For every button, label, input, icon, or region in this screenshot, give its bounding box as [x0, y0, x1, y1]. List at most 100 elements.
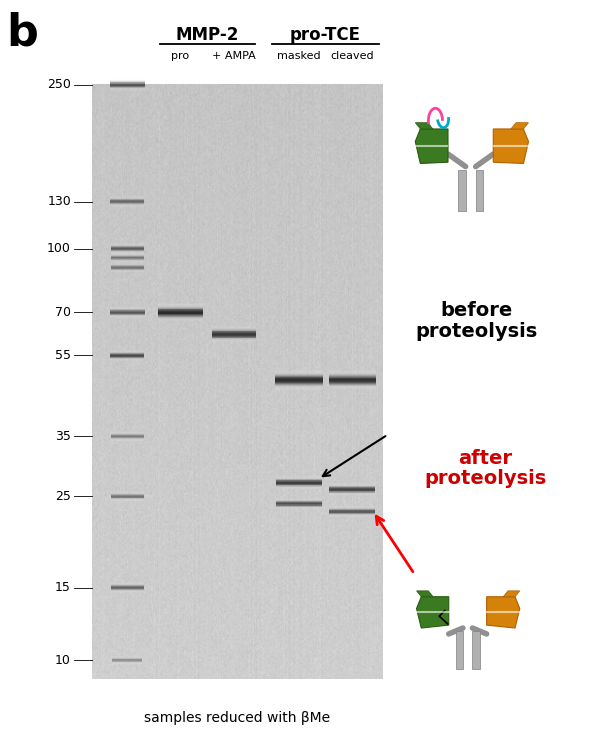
Text: + AMPA: + AMPA [212, 51, 256, 61]
Bar [111, 494, 144, 496]
Bar [329, 506, 375, 508]
Text: 100: 100 [47, 242, 71, 255]
Bar [159, 314, 202, 315]
Bar [111, 434, 144, 435]
Bar [329, 483, 375, 484]
Bar [111, 435, 144, 436]
Bar [111, 585, 144, 587]
Text: 25: 25 [55, 490, 71, 503]
Bar [159, 319, 202, 320]
Bar [110, 315, 145, 316]
Bar [111, 436, 144, 437]
Bar [110, 83, 145, 85]
Bar [110, 82, 145, 83]
Bar [111, 244, 144, 245]
Bar [276, 500, 322, 502]
Bar [111, 496, 144, 497]
Bar [112, 658, 142, 660]
Text: 250: 250 [47, 78, 71, 92]
Bar [111, 253, 144, 254]
Bar [212, 335, 256, 337]
Polygon shape [476, 170, 483, 210]
Bar [329, 387, 376, 388]
Bar [329, 506, 375, 507]
Bar [329, 515, 375, 516]
Polygon shape [416, 123, 433, 129]
Bar [329, 488, 375, 489]
Bar [111, 269, 144, 270]
Bar [112, 660, 142, 661]
Bar [111, 494, 144, 495]
Bar [111, 433, 144, 434]
Bar [159, 311, 202, 313]
Bar [110, 87, 145, 88]
Bar [110, 351, 144, 352]
Bar [159, 318, 202, 320]
Bar [111, 263, 144, 264]
Bar [110, 317, 145, 318]
Bar [111, 249, 144, 250]
Bar [110, 202, 144, 203]
Bar [159, 308, 202, 310]
Bar [110, 307, 145, 308]
Bar [329, 379, 376, 381]
Bar [329, 384, 376, 387]
Bar [110, 355, 144, 356]
Bar [275, 373, 323, 375]
Bar [110, 206, 144, 207]
Bar [159, 307, 202, 308]
Bar [110, 201, 144, 202]
Bar [110, 315, 145, 317]
Bar [110, 86, 145, 87]
Bar [329, 509, 375, 510]
Bar [110, 360, 144, 361]
Text: masked: masked [277, 51, 321, 61]
Bar [111, 260, 144, 261]
Bar [212, 333, 256, 334]
Bar [111, 499, 144, 500]
Bar [111, 259, 144, 260]
Bar [212, 326, 256, 328]
Bar [111, 583, 144, 584]
Bar [111, 439, 144, 440]
Bar [212, 336, 256, 337]
Bar [110, 356, 144, 358]
Bar [329, 485, 375, 486]
Bar [110, 309, 145, 310]
Bar [329, 516, 375, 517]
Bar [212, 330, 256, 331]
Text: b: b [6, 11, 38, 54]
Bar [329, 508, 375, 509]
Bar [212, 337, 256, 339]
Bar [110, 87, 145, 89]
Bar [110, 198, 144, 199]
Bar [111, 495, 144, 496]
Bar [112, 659, 142, 660]
Bar [111, 268, 144, 269]
Bar [110, 310, 145, 311]
Bar [329, 384, 376, 385]
Bar [212, 331, 256, 333]
Bar [276, 488, 322, 489]
Bar [110, 79, 145, 80]
Bar [110, 198, 144, 199]
Bar [110, 200, 144, 201]
Bar [275, 379, 323, 381]
Bar [212, 328, 256, 329]
Bar [110, 359, 144, 360]
Bar [275, 372, 323, 373]
Bar [111, 246, 144, 247]
Bar [276, 508, 322, 509]
Bar [276, 487, 322, 489]
Bar [111, 253, 144, 255]
Bar [110, 199, 144, 200]
Bar [111, 247, 144, 248]
Bar [111, 252, 144, 253]
Bar [110, 353, 144, 354]
Bar [111, 500, 144, 501]
Bar [276, 505, 322, 506]
Text: pro: pro [172, 51, 189, 61]
Bar [110, 206, 144, 207]
Bar [111, 493, 144, 494]
Bar [212, 337, 256, 338]
